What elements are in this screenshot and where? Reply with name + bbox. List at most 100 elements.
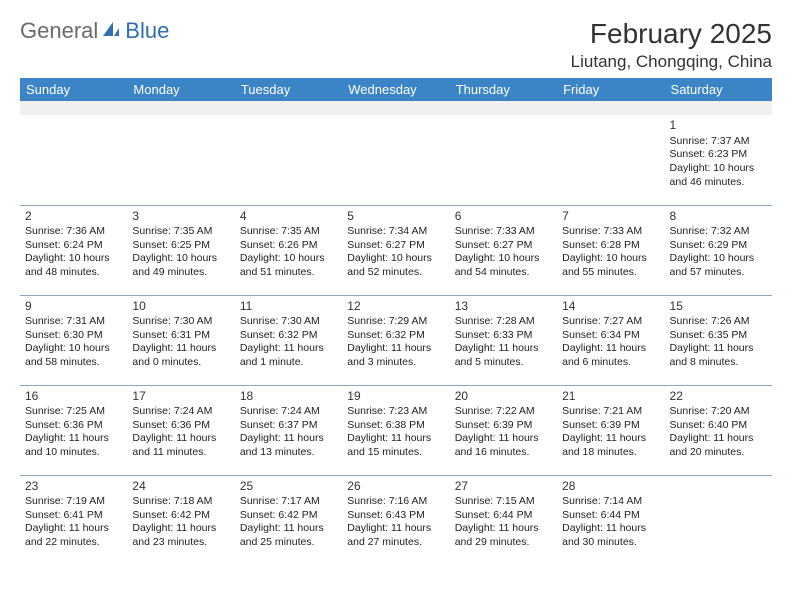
day-number: 23	[25, 479, 122, 495]
calendar-day-cell	[665, 475, 772, 565]
sunset-text: Sunset: 6:42 PM	[132, 509, 229, 523]
sunset-text: Sunset: 6:34 PM	[562, 329, 659, 343]
sunset-text: Sunset: 6:43 PM	[347, 509, 444, 523]
daylight-text: Daylight: 11 hours and 15 minutes.	[347, 432, 444, 459]
calendar-day-cell: 1Sunrise: 7:37 AMSunset: 6:23 PMDaylight…	[665, 115, 772, 205]
daylight-text: Daylight: 10 hours and 58 minutes.	[25, 342, 122, 369]
calendar-day-cell: 3Sunrise: 7:35 AMSunset: 6:25 PMDaylight…	[127, 205, 234, 295]
daylight-text: Daylight: 11 hours and 5 minutes.	[455, 342, 552, 369]
day-number: 13	[455, 299, 552, 315]
sunset-text: Sunset: 6:40 PM	[670, 419, 767, 433]
sunset-text: Sunset: 6:28 PM	[562, 239, 659, 253]
logo-sail-icon	[101, 20, 121, 43]
sunrise-text: Sunrise: 7:33 AM	[455, 225, 552, 239]
day-number: 1	[670, 118, 767, 134]
blank-row	[20, 101, 772, 115]
sunrise-text: Sunrise: 7:37 AM	[670, 135, 767, 149]
sunrise-text: Sunrise: 7:30 AM	[240, 315, 337, 329]
day-number: 3	[132, 209, 229, 225]
calendar-day-cell: 15Sunrise: 7:26 AMSunset: 6:35 PMDayligh…	[665, 295, 772, 385]
daylight-text: Daylight: 10 hours and 52 minutes.	[347, 252, 444, 279]
sunset-text: Sunset: 6:32 PM	[347, 329, 444, 343]
day-number: 24	[132, 479, 229, 495]
daylight-text: Daylight: 11 hours and 10 minutes.	[25, 432, 122, 459]
sunrise-text: Sunrise: 7:35 AM	[240, 225, 337, 239]
sunset-text: Sunset: 6:38 PM	[347, 419, 444, 433]
day-number: 10	[132, 299, 229, 315]
weekday-header: Tuesday	[235, 78, 342, 101]
sunrise-text: Sunrise: 7:29 AM	[347, 315, 444, 329]
month-title: February 2025	[571, 18, 772, 50]
day-number: 8	[670, 209, 767, 225]
sunrise-text: Sunrise: 7:26 AM	[670, 315, 767, 329]
sunrise-text: Sunrise: 7:19 AM	[25, 495, 122, 509]
calendar-day-cell	[557, 115, 664, 205]
calendar-day-cell: 28Sunrise: 7:14 AMSunset: 6:44 PMDayligh…	[557, 475, 664, 565]
weekday-header: Friday	[557, 78, 664, 101]
day-number: 9	[25, 299, 122, 315]
daylight-text: Daylight: 11 hours and 16 minutes.	[455, 432, 552, 459]
sunset-text: Sunset: 6:27 PM	[455, 239, 552, 253]
sunset-text: Sunset: 6:35 PM	[670, 329, 767, 343]
sunset-text: Sunset: 6:27 PM	[347, 239, 444, 253]
daylight-text: Daylight: 10 hours and 54 minutes.	[455, 252, 552, 279]
sunset-text: Sunset: 6:37 PM	[240, 419, 337, 433]
daylight-text: Daylight: 11 hours and 22 minutes.	[25, 522, 122, 549]
calendar-day-cell: 18Sunrise: 7:24 AMSunset: 6:37 PMDayligh…	[235, 385, 342, 475]
weekday-header: Sunday	[20, 78, 127, 101]
daylight-text: Daylight: 10 hours and 57 minutes.	[670, 252, 767, 279]
daylight-text: Daylight: 11 hours and 0 minutes.	[132, 342, 229, 369]
sunrise-text: Sunrise: 7:30 AM	[132, 315, 229, 329]
calendar-day-cell	[342, 115, 449, 205]
daylight-text: Daylight: 11 hours and 11 minutes.	[132, 432, 229, 459]
day-number: 26	[347, 479, 444, 495]
sunrise-text: Sunrise: 7:35 AM	[132, 225, 229, 239]
day-number: 15	[670, 299, 767, 315]
calendar-week-row: 16Sunrise: 7:25 AMSunset: 6:36 PMDayligh…	[20, 385, 772, 475]
daylight-text: Daylight: 11 hours and 25 minutes.	[240, 522, 337, 549]
calendar-day-cell: 20Sunrise: 7:22 AMSunset: 6:39 PMDayligh…	[450, 385, 557, 475]
day-number: 2	[25, 209, 122, 225]
calendar-day-cell: 23Sunrise: 7:19 AMSunset: 6:41 PMDayligh…	[20, 475, 127, 565]
calendar-week-row: 23Sunrise: 7:19 AMSunset: 6:41 PMDayligh…	[20, 475, 772, 565]
day-number: 11	[240, 299, 337, 315]
calendar-day-cell: 21Sunrise: 7:21 AMSunset: 6:39 PMDayligh…	[557, 385, 664, 475]
calendar-table: SundayMondayTuesdayWednesdayThursdayFrid…	[20, 78, 772, 565]
sunrise-text: Sunrise: 7:21 AM	[562, 405, 659, 419]
calendar-day-cell: 8Sunrise: 7:32 AMSunset: 6:29 PMDaylight…	[665, 205, 772, 295]
weekday-header: Wednesday	[342, 78, 449, 101]
weekday-header: Thursday	[450, 78, 557, 101]
daylight-text: Daylight: 11 hours and 3 minutes.	[347, 342, 444, 369]
calendar-day-cell: 14Sunrise: 7:27 AMSunset: 6:34 PMDayligh…	[557, 295, 664, 385]
calendar-day-cell: 22Sunrise: 7:20 AMSunset: 6:40 PMDayligh…	[665, 385, 772, 475]
calendar-day-cell: 17Sunrise: 7:24 AMSunset: 6:36 PMDayligh…	[127, 385, 234, 475]
calendar-day-cell: 5Sunrise: 7:34 AMSunset: 6:27 PMDaylight…	[342, 205, 449, 295]
day-number: 12	[347, 299, 444, 315]
sunrise-text: Sunrise: 7:24 AM	[240, 405, 337, 419]
calendar-day-cell: 16Sunrise: 7:25 AMSunset: 6:36 PMDayligh…	[20, 385, 127, 475]
daylight-text: Daylight: 11 hours and 18 minutes.	[562, 432, 659, 459]
daylight-text: Daylight: 10 hours and 51 minutes.	[240, 252, 337, 279]
calendar-day-cell: 10Sunrise: 7:30 AMSunset: 6:31 PMDayligh…	[127, 295, 234, 385]
daylight-text: Daylight: 10 hours and 49 minutes.	[132, 252, 229, 279]
day-number: 5	[347, 209, 444, 225]
calendar-day-cell: 2Sunrise: 7:36 AMSunset: 6:24 PMDaylight…	[20, 205, 127, 295]
daylight-text: Daylight: 10 hours and 46 minutes.	[670, 162, 767, 189]
sunrise-text: Sunrise: 7:31 AM	[25, 315, 122, 329]
sunrise-text: Sunrise: 7:24 AM	[132, 405, 229, 419]
sunset-text: Sunset: 6:32 PM	[240, 329, 337, 343]
daylight-text: Daylight: 11 hours and 13 minutes.	[240, 432, 337, 459]
sunrise-text: Sunrise: 7:14 AM	[562, 495, 659, 509]
day-number: 19	[347, 389, 444, 405]
daylight-text: Daylight: 10 hours and 55 minutes.	[562, 252, 659, 279]
calendar-day-cell: 4Sunrise: 7:35 AMSunset: 6:26 PMDaylight…	[235, 205, 342, 295]
sunrise-text: Sunrise: 7:28 AM	[455, 315, 552, 329]
day-number: 7	[562, 209, 659, 225]
sunset-text: Sunset: 6:24 PM	[25, 239, 122, 253]
sunrise-text: Sunrise: 7:25 AM	[25, 405, 122, 419]
calendar-day-cell: 9Sunrise: 7:31 AMSunset: 6:30 PMDaylight…	[20, 295, 127, 385]
sunset-text: Sunset: 6:29 PM	[670, 239, 767, 253]
calendar-day-cell	[450, 115, 557, 205]
sunrise-text: Sunrise: 7:33 AM	[562, 225, 659, 239]
sunset-text: Sunset: 6:30 PM	[25, 329, 122, 343]
